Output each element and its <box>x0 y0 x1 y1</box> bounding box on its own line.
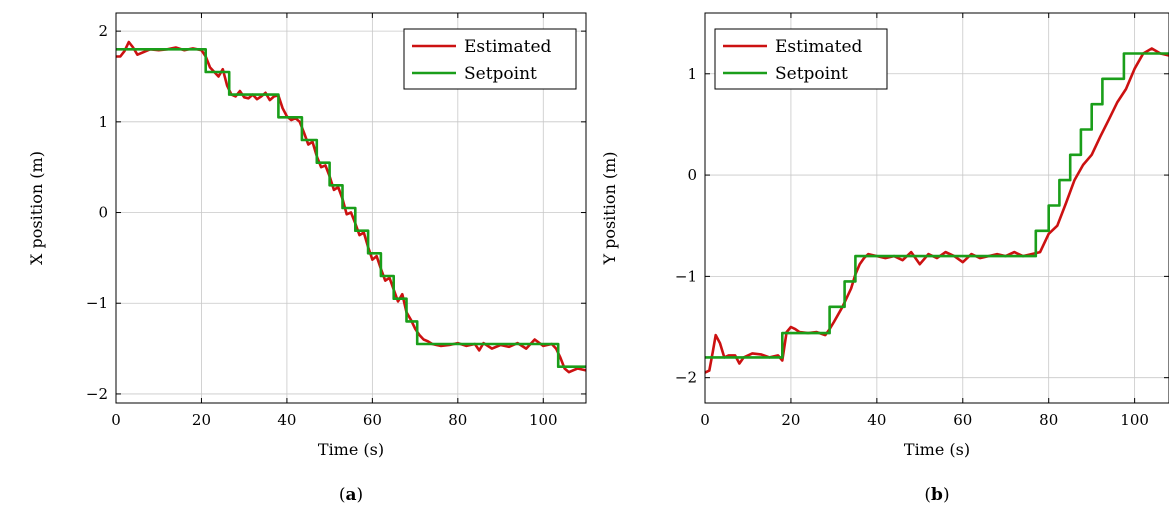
y-tick-label: 2 <box>98 22 108 40</box>
plot-frame <box>115 12 587 404</box>
y-axis-label: X position (m) <box>27 151 46 265</box>
legend: Estimated Setpoint <box>403 28 577 90</box>
y-tick-label: −1 <box>675 267 697 285</box>
y-tick-label: 0 <box>98 204 108 222</box>
series-group <box>705 47 1169 374</box>
chart-panel-b: 0 20 40 60 80 100 −2 −1 0 1 Time (s) Y position (m)… <box>600 12 1169 505</box>
x-tick-label: 60 <box>363 411 382 429</box>
x-tick-label: 100 <box>529 411 558 429</box>
legend-box <box>714 28 888 90</box>
x-tick-label: 40 <box>277 411 296 429</box>
legend-label-setpoint: Setpoint <box>775 64 848 84</box>
legend-label-setpoint: Setpoint <box>464 64 537 84</box>
y-tick-label: −2 <box>86 385 108 403</box>
legend-label-estimated: Estimated <box>464 37 552 57</box>
y-tick-label: 1 <box>687 65 697 83</box>
legend-label-estimated: Estimated <box>775 37 863 57</box>
x-tick-label: 0 <box>111 411 121 429</box>
y-tick-label: −1 <box>86 294 108 312</box>
panel-label: (a) <box>339 485 363 505</box>
x-tick-label: 100 <box>1120 411 1149 429</box>
x-tick-label: 0 <box>700 411 710 429</box>
x-tick-label: 20 <box>192 411 211 429</box>
legend-box <box>403 28 577 90</box>
series-line-setpoint <box>116 47 586 369</box>
series-group <box>116 40 586 374</box>
series-line-setpoint <box>705 52 1169 359</box>
y-tick-label: 0 <box>687 166 697 184</box>
chart-panel-a: 0 20 40 60 80 100 −2 −1 0 1 2 Time (s) X position (m… <box>27 12 587 505</box>
x-tick-label: 60 <box>953 411 972 429</box>
series-line-estimated <box>705 47 1169 374</box>
y-tick-label: 1 <box>98 113 108 131</box>
x-axis-label: Time (s) <box>318 440 384 459</box>
x-axis-label: Time (s) <box>904 440 970 459</box>
x-tick-label: 80 <box>448 411 467 429</box>
x-tick-label: 80 <box>1039 411 1058 429</box>
y-tick-label: −2 <box>675 369 697 387</box>
legend: Estimated Setpoint <box>714 28 888 90</box>
x-tick-label: 40 <box>867 411 886 429</box>
y-axis-label: Y position (m) <box>600 151 619 265</box>
panel-label: (b) <box>924 485 949 505</box>
x-tick-label: 20 <box>781 411 800 429</box>
grid <box>704 13 1169 403</box>
plot-frame <box>704 12 1169 404</box>
